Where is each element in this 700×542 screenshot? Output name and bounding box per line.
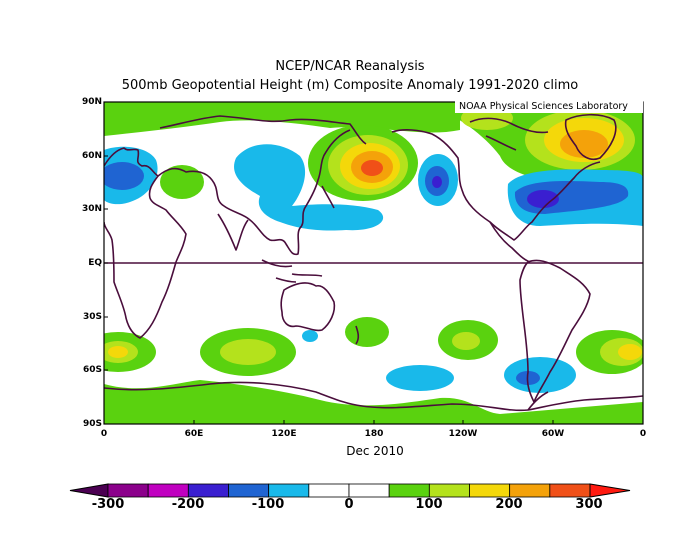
coast-indonesia [261,259,323,283]
colorbar-swatch [187,483,229,498]
lat-label-90s: 90S [82,419,102,429]
lon-label-0-east: 0 [639,429,647,439]
chart-subtitle: 500mb Geopotential Height (m) Composite … [121,78,579,93]
colorbar-swatch [469,483,511,498]
lon-label-60e: 60E [184,429,204,439]
sh-negative-2 [504,357,576,393]
coast-australia [280,282,336,332]
coast-nz [355,325,360,345]
colorbar-swatch [228,483,270,498]
credit-background [455,101,643,113]
coast-arctic [159,115,367,145]
pacific-positive-core [361,160,383,176]
sh-positive-2b [220,339,276,365]
colorbar-swatch [348,483,390,498]
coast-greenland [564,113,617,161]
asia-positive [160,165,204,199]
colorbar-label-300: 300 [575,497,603,512]
sh-positive-1c [108,346,128,358]
colorbar [69,483,631,498]
coastlines [104,113,643,412]
coast-north-america [391,129,601,241]
lon-label-0: 0 [100,429,108,439]
colorbar-label-100: 100 [415,497,443,512]
lon-label-120w: 120W [448,429,478,439]
epac-negative-core [432,176,442,188]
sh-positive-3 [345,317,389,347]
antarctic-positive-region [104,380,643,424]
sh-negative-3 [302,330,318,342]
colorbar-swatch [428,483,470,498]
arctic-positive-region [104,102,460,136]
siberia-negative [234,144,384,231]
coast-antarctic-peninsula [527,391,549,411]
lat-label-30s: 30S [82,312,102,322]
coast-central-america [489,221,531,263]
sh-positive-5c [618,344,642,360]
colorbar-swatch [549,483,591,498]
lon-label-60w: 60W [541,429,565,439]
colorbar-label-neg300: -300 [91,497,125,512]
colorbar-high-arrow [589,483,631,498]
colorbar-swatch [268,483,310,498]
colorbar-swatch [107,483,149,498]
colorbar-label-200: 200 [495,497,523,512]
chart-title: NCEP/NCAR Reanalysis [275,59,425,74]
colorbar-swatch [509,483,551,498]
colorbar-label-neg100: -100 [251,497,285,512]
coast-europe-africa [104,147,187,339]
credit-label: NOAA Physical Sciences Laboratory [459,101,628,112]
coast-antarctica [104,381,643,412]
colorbar-swatch [388,483,430,498]
lon-label-180: 180 [364,429,384,439]
colorbar-swatch [147,483,189,498]
lat-label-eq: EQ [88,258,102,268]
greenland-positive-core3 [560,130,608,158]
sh-negative-1 [386,365,454,391]
period-label: Dec 2010 [346,444,404,458]
colorbar-low-arrow [69,483,109,498]
colorbar-label-0: 0 [344,497,354,512]
lat-label-60s: 60S [82,365,102,375]
coast-japan [321,185,335,209]
colorbar-label-neg200: -200 [171,497,205,512]
europe-negative-core [104,162,144,190]
coast-asia [157,129,351,256]
lon-label-120e: 120E [271,429,297,439]
lat-label-90n: 90N [81,97,102,107]
coast-india [217,213,249,251]
coast-south-america [519,259,591,403]
sh-positive-4b [452,332,480,350]
coast-canada-islands [469,117,549,151]
atlantic-negative-core [527,190,559,208]
lat-label-30n: 30N [81,204,102,214]
lat-label-60n: 60N [81,151,102,161]
colorbar-swatch [308,483,350,498]
axis-ticks [103,101,644,425]
